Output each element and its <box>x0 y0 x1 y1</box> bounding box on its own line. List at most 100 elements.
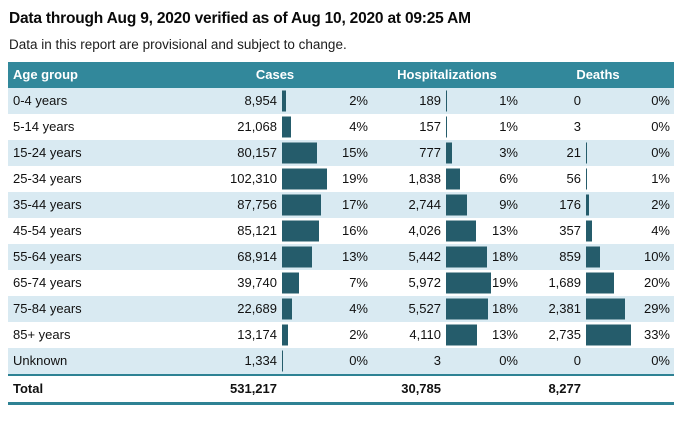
cases-bar-cell: 13% <box>278 244 372 270</box>
age-group-table: Age group Cases Hospitalizations Deaths … <box>8 62 674 405</box>
cases-value: 39,740 <box>237 275 277 290</box>
cases-bar <box>282 142 318 164</box>
hospitalizations-value: 5,527 <box>408 301 441 316</box>
cases-percent: 16% <box>341 223 368 238</box>
deaths-percent: 0% <box>651 119 670 134</box>
hospitalizations-value: 4,026 <box>408 223 441 238</box>
hospitalizations-percent: 1% <box>499 93 518 108</box>
deaths-bar-cell: 0% <box>582 88 674 114</box>
deaths-bar <box>586 246 601 268</box>
deaths-value: 176 <box>559 197 581 212</box>
deaths-percent: 33% <box>643 327 670 342</box>
hospitalizations-value: 3 <box>433 353 441 368</box>
deaths-percent: 1% <box>651 171 670 186</box>
cases-bar <box>282 246 313 268</box>
table-row: 85+ years 13,174 2% 4,110 13% 2,735 33% <box>8 322 674 348</box>
hospitalizations-value: 4,110 <box>409 327 441 342</box>
age-group-label: Unknown <box>13 353 68 368</box>
deaths-percent: 2% <box>651 197 670 212</box>
table-body: 0-4 years 8,954 2% 189 1% 0 0% 5-14 years 21,068… <box>8 88 674 374</box>
deaths-value: 56 <box>566 171 581 186</box>
hospitalizations-percent: 13% <box>491 327 518 342</box>
hospitalizations-percent: 13% <box>491 223 518 238</box>
hospitalizations-percent: 1% <box>499 119 518 134</box>
age-group-label: 5-14 years <box>13 119 75 134</box>
total-deaths-spacer <box>582 376 674 402</box>
age-group-label: 75-84 years <box>13 301 82 316</box>
cases-bar <box>282 350 283 372</box>
cases-value: 8,954 <box>244 93 277 108</box>
header-deaths: Deaths <box>576 67 620 82</box>
hospitalizations-bar-cell: 1% <box>442 88 522 114</box>
table-row: Unknown 1,334 0% 3 0% 0 0% <box>8 348 674 374</box>
cases-value: 22,689 <box>237 301 277 316</box>
hospitalizations-value: 2,744 <box>408 197 441 212</box>
cases-percent: 4% <box>349 301 368 316</box>
total-cases-spacer <box>278 376 372 402</box>
hospitalizations-value: 1,838 <box>408 171 441 186</box>
deaths-value: 3 <box>573 119 581 134</box>
header-hospitalizations: Hospitalizations <box>397 67 497 82</box>
deaths-bar-cell: 0% <box>582 114 674 140</box>
total-hospitalizations-spacer <box>442 376 522 402</box>
cases-bar-cell: 2% <box>278 88 372 114</box>
hospitalizations-percent: 3% <box>499 145 518 160</box>
deaths-bar <box>586 142 587 164</box>
cases-bar <box>282 272 300 294</box>
hospitalizations-bar <box>446 168 460 190</box>
table-row: 25-34 years 102,310 19% 1,838 6% 56 1% <box>8 166 674 192</box>
cases-value: 13,174 <box>237 327 277 342</box>
cases-percent: 13% <box>341 249 368 264</box>
age-group-label: 35-44 years <box>13 197 82 212</box>
header-age-group: Age group <box>13 67 78 82</box>
deaths-value: 0 <box>573 93 581 108</box>
deaths-bar <box>586 168 587 190</box>
cases-percent: 17% <box>341 197 368 212</box>
cases-bar <box>282 324 288 346</box>
hospitalizations-bar-cell: 6% <box>442 166 522 192</box>
table-row: 5-14 years 21,068 4% 157 1% 3 0% <box>8 114 674 140</box>
cases-bar-cell: 2% <box>278 322 372 348</box>
deaths-value: 21 <box>566 145 581 160</box>
hospitalizations-bar <box>446 142 452 164</box>
hospitalizations-bar-cell: 18% <box>442 296 522 322</box>
cases-bar-cell: 4% <box>278 296 372 322</box>
cases-percent: 2% <box>349 327 368 342</box>
cases-bar-cell: 16% <box>278 218 372 244</box>
cases-percent: 19% <box>341 171 368 186</box>
cases-value: 80,157 <box>237 145 277 160</box>
cases-value: 102,310 <box>230 171 277 186</box>
hospitalizations-bar-cell: 9% <box>442 192 522 218</box>
deaths-bar-cell: 0% <box>582 140 674 166</box>
cases-bar <box>282 194 321 216</box>
age-group-label: 25-34 years <box>13 171 82 186</box>
cases-bar-cell: 4% <box>278 114 372 140</box>
deaths-percent: 29% <box>643 301 670 316</box>
cases-bar-cell: 17% <box>278 192 372 218</box>
hospitalizations-bar-cell: 13% <box>442 218 522 244</box>
table-row: 45-54 years 85,121 16% 4,026 13% 357 4% <box>8 218 674 244</box>
hospitalizations-bar <box>446 298 488 320</box>
hospitalizations-bar-cell: 19% <box>442 270 522 296</box>
deaths-percent: 0% <box>651 353 670 368</box>
cases-bar-cell: 15% <box>278 140 372 166</box>
deaths-bar-cell: 20% <box>582 270 674 296</box>
deaths-bar <box>586 220 592 242</box>
deaths-bar <box>586 324 631 346</box>
table-row: 55-64 years 68,914 13% 5,442 18% 859 10% <box>8 244 674 270</box>
cases-bar <box>282 220 320 242</box>
cases-percent: 7% <box>349 275 368 290</box>
deaths-bar-cell: 2% <box>582 192 674 218</box>
age-group-label: 65-74 years <box>13 275 82 290</box>
table-row: 65-74 years 39,740 7% 5,972 19% 1,689 20% <box>8 270 674 296</box>
deaths-bar-cell: 4% <box>582 218 674 244</box>
hospitalizations-bar-cell: 13% <box>442 322 522 348</box>
deaths-bar-cell: 1% <box>582 166 674 192</box>
cases-bar <box>282 168 327 190</box>
cases-percent: 15% <box>341 145 368 160</box>
deaths-value: 357 <box>559 223 581 238</box>
cases-percent: 0% <box>349 353 368 368</box>
hospitalizations-bar <box>446 90 448 112</box>
hospitalizations-bar-cell: 3% <box>442 140 522 166</box>
age-group-label: 55-64 years <box>13 249 82 264</box>
